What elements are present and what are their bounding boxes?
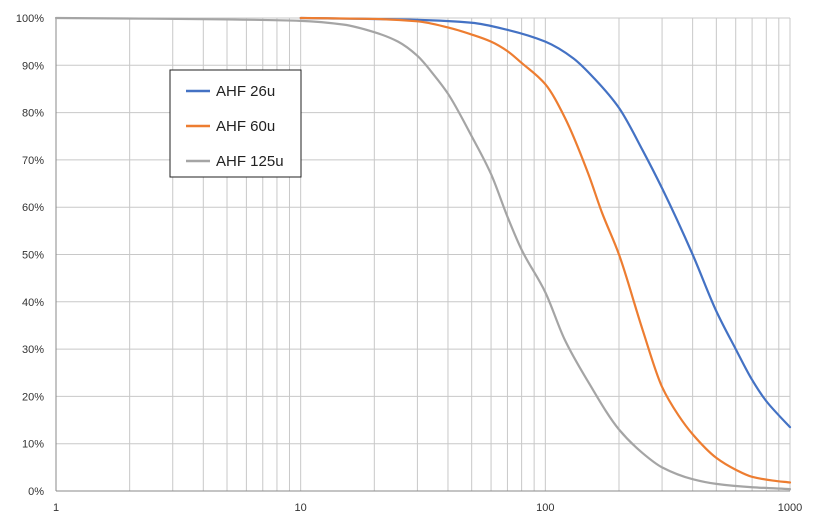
x-tick-label: 1 [53, 502, 59, 514]
legend: AHF 26u AHF 60u AHF 125u [169, 69, 302, 178]
x-tick-label: 1000 [778, 502, 802, 514]
series-line-1 [299, 16, 792, 484]
y-tick-label: 70% [22, 155, 44, 167]
series-line-2 [54, 16, 792, 491]
legend-label: AHF 26u [216, 83, 275, 100]
y-tick-label: 60% [22, 202, 44, 214]
axis-labels: 0% 10% 20% 30% 40% 50% 60% 70% 80% 90% 100% 1 10 100 1… [16, 13, 802, 514]
x-tick-label: 100 [536, 502, 554, 514]
legend-box [169, 69, 302, 178]
y-tick-label: 30% [22, 344, 44, 356]
y-tick-label: 90% [22, 60, 44, 72]
y-tick-label: 80% [22, 108, 44, 120]
y-tick-label: 20% [22, 391, 44, 403]
x-tick-label: 10 [295, 502, 307, 514]
grid [55, 17, 791, 492]
y-tick-label: 40% [22, 297, 44, 309]
y-tick-label: 0% [28, 486, 44, 498]
legend-label: AHF 125u [216, 153, 284, 170]
y-tick-label: 100% [16, 13, 44, 25]
y-tick-label: 10% [22, 439, 44, 451]
legend-label: AHF 60u [216, 118, 275, 135]
series-layer [54, 16, 792, 491]
y-tick-label: 50% [22, 250, 44, 262]
series-line-0 [299, 16, 792, 429]
